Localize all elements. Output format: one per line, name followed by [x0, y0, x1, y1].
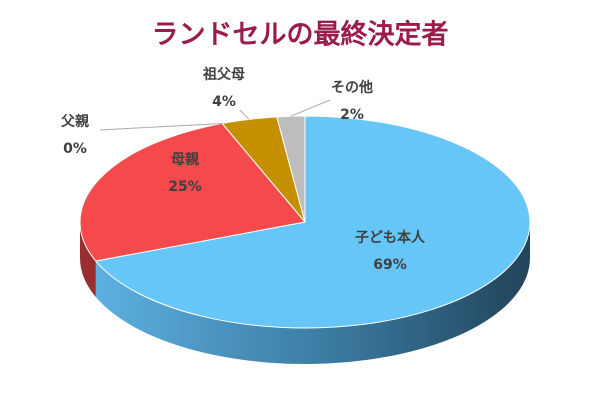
value-label: 4%: [212, 94, 236, 110]
slice-label: その他: [331, 79, 373, 96]
value-label: 2%: [340, 107, 364, 123]
leader-line: [290, 99, 331, 117]
slice: [276, 115, 306, 223]
chart-title: ランドセルの最終決定者: [152, 19, 449, 51]
value-label: 69%: [373, 257, 407, 273]
slice-label: 祖父母: [202, 66, 245, 83]
slice-side: [80, 222, 96, 298]
slice-label: 母親: [171, 151, 199, 168]
value-label: 25%: [168, 179, 202, 195]
pie: [79, 115, 531, 364]
labels: 子ども本人 69% 母親 25% 父親 0% 祖父母 4% その他 2%: [60, 66, 426, 273]
slice-side: [95, 222, 530, 364]
slice-label: 子ども本人: [355, 229, 426, 246]
leader-line: [239, 109, 250, 120]
slice-label: 父親: [60, 113, 89, 130]
leader-line: [99, 122, 223, 131]
value-label: 0%: [63, 141, 87, 157]
slice: [79, 122, 306, 262]
slice: [94, 115, 531, 329]
